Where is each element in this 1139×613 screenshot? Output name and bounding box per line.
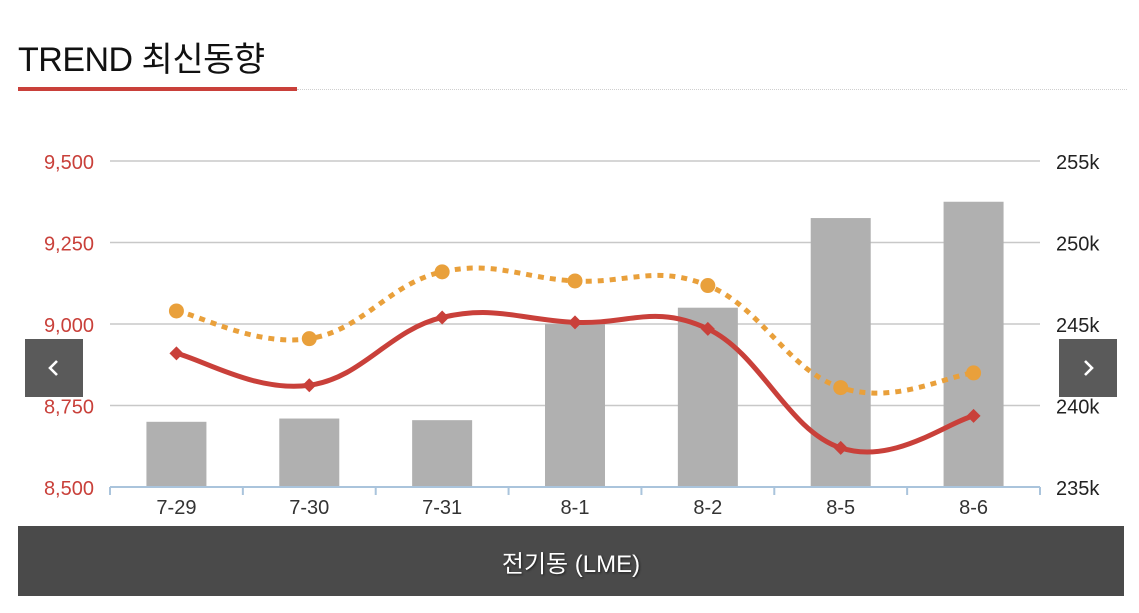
bar [412,420,473,487]
solid-series-point [700,321,715,336]
dotted-series-point [833,380,849,396]
bar [545,324,605,487]
bar [677,307,738,487]
right-axis-tick: 250k [1056,234,1100,256]
x-axis-label: 8-1 [561,497,590,519]
right-axis-tick: 245k [1056,315,1100,337]
left-axis-tick: 8,500 [44,478,94,500]
chevron-right-icon [1084,360,1094,376]
title-underline [18,87,297,91]
x-axis-label: 8-5 [826,497,855,519]
x-axis-label: 8-2 [693,497,722,519]
dotted-series-point [168,303,184,319]
left-axis-tick: 8,750 [44,397,94,419]
solid-series-point [302,378,317,393]
x-axis-label: 8-6 [959,497,988,519]
solid-series-point [568,315,582,330]
dotted-series-point [966,365,982,381]
footer-metal-label[interactable]: 전기동 (LME) [18,526,1124,596]
prev-button[interactable] [25,339,83,397]
bar [943,201,1004,487]
page-title: TREND 최신동향 [18,41,265,79]
x-axis-label: 7-29 [156,497,196,519]
next-button[interactable] [1059,339,1117,397]
dotted-series-point [434,264,450,280]
dotted-series-point [301,331,317,347]
right-axis-tick: 255k [1056,152,1100,174]
right-axis-tick: 235k [1056,478,1100,500]
x-axis-label: 7-31 [422,497,462,519]
left-axis-tick: 9,250 [44,234,94,256]
footer-label: 전기동 (LME) [501,550,641,578]
dotted-series-point [567,273,583,289]
bar [279,418,340,487]
right-axis-tick: 240k [1056,397,1100,419]
bar [146,421,207,487]
left-axis-tick: 9,500 [44,152,94,174]
solid-series-point [833,440,848,455]
title-divider [297,89,1127,90]
dotted-series-point [700,278,716,294]
left-axis-tick: 9,000 [44,315,94,337]
chevron-left-icon [48,360,58,376]
solid-series-point [966,408,981,423]
solid-series-point [435,310,450,325]
x-axis-label: 7-30 [289,497,329,519]
solid-series-point [169,346,184,361]
